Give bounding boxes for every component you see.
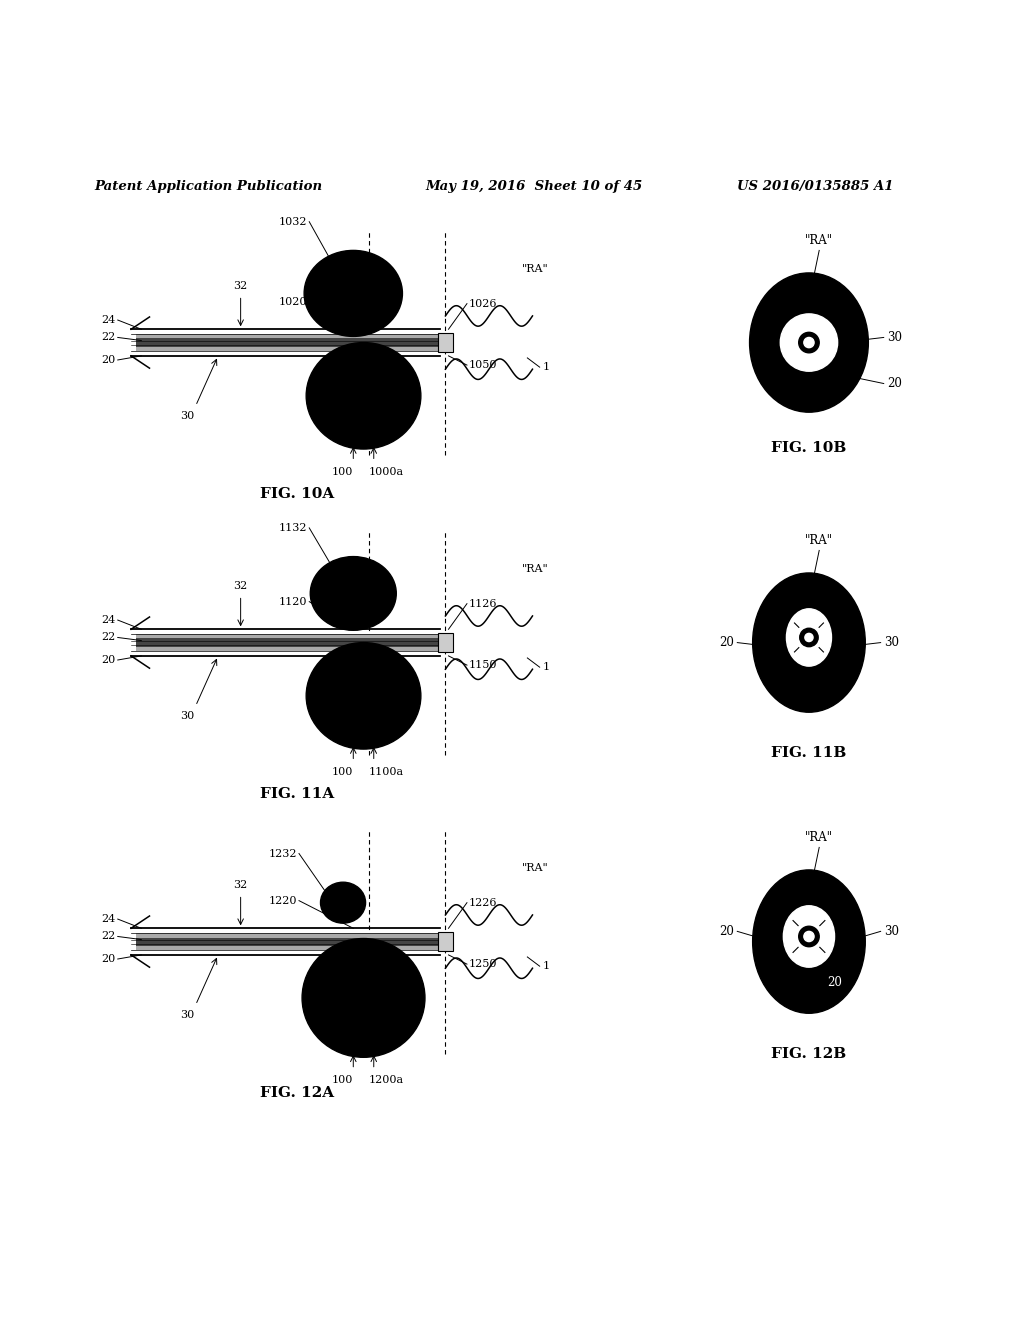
Circle shape (800, 628, 818, 647)
Text: 1250: 1250 (469, 960, 498, 969)
Ellipse shape (780, 314, 838, 371)
Text: 30: 30 (887, 331, 902, 345)
Ellipse shape (304, 251, 402, 337)
Circle shape (799, 333, 819, 352)
Text: 30: 30 (180, 711, 195, 721)
Text: 30: 30 (180, 412, 195, 421)
Text: 20: 20 (719, 636, 734, 649)
Text: "RA": "RA" (805, 533, 834, 546)
Ellipse shape (310, 557, 396, 631)
Text: Patent Application Publication: Patent Application Publication (94, 181, 323, 194)
Ellipse shape (753, 573, 865, 713)
Bar (438, 634, 453, 652)
Ellipse shape (321, 882, 366, 923)
Text: 30: 30 (180, 1010, 195, 1020)
Ellipse shape (306, 343, 421, 449)
Text: FIG. 12A: FIG. 12A (260, 1086, 334, 1100)
Text: 1026: 1026 (469, 298, 498, 309)
Text: 1120: 1120 (279, 597, 307, 607)
Text: US 2016/0135885 A1: US 2016/0135885 A1 (737, 181, 894, 194)
Circle shape (804, 932, 814, 941)
Text: 1220: 1220 (268, 896, 297, 906)
Text: 20: 20 (101, 954, 116, 964)
Ellipse shape (306, 643, 421, 748)
Text: "RA": "RA" (805, 830, 834, 843)
Text: 100: 100 (332, 466, 353, 477)
Ellipse shape (750, 273, 868, 412)
Text: "RA": "RA" (522, 564, 549, 574)
Text: FIG. 10A: FIG. 10A (260, 487, 334, 502)
Text: 20: 20 (101, 655, 116, 665)
Bar (136, 338, 440, 347)
Text: 1: 1 (543, 663, 550, 672)
Circle shape (805, 634, 813, 642)
Text: 1032: 1032 (279, 216, 307, 227)
Text: 1000a: 1000a (369, 466, 403, 477)
Text: 1132: 1132 (279, 523, 307, 533)
Text: 1150: 1150 (469, 660, 498, 671)
Text: "RA": "RA" (522, 264, 549, 273)
Text: 1: 1 (543, 961, 550, 972)
Text: 24: 24 (101, 615, 116, 626)
Bar (136, 635, 440, 651)
Text: 100: 100 (332, 767, 353, 776)
Text: 24: 24 (101, 913, 116, 924)
Text: 32: 32 (233, 281, 248, 292)
Ellipse shape (783, 906, 835, 968)
Text: FIG. 11A: FIG. 11A (260, 787, 334, 801)
Text: 1020: 1020 (279, 297, 307, 306)
Text: 30: 30 (884, 925, 899, 937)
Ellipse shape (302, 939, 425, 1057)
Text: 20: 20 (101, 355, 116, 364)
Text: 30: 30 (884, 636, 899, 649)
Text: FIG. 12B: FIG. 12B (771, 1047, 847, 1061)
Ellipse shape (786, 609, 831, 667)
Text: "RA": "RA" (805, 234, 834, 247)
Text: May 19, 2016  Sheet 10 of 45: May 19, 2016 Sheet 10 of 45 (425, 181, 642, 194)
Ellipse shape (753, 870, 865, 1014)
Bar (438, 334, 453, 351)
Text: 1100a: 1100a (369, 767, 403, 776)
Text: 20: 20 (887, 378, 902, 389)
Text: 1226: 1226 (469, 898, 498, 908)
Bar (136, 937, 440, 945)
Text: 100: 100 (332, 1074, 353, 1085)
Text: FIG. 10B: FIG. 10B (771, 441, 847, 455)
Text: FIG. 11B: FIG. 11B (771, 746, 847, 760)
Text: 1200a: 1200a (369, 1074, 403, 1085)
Bar (136, 334, 440, 351)
Circle shape (804, 338, 814, 347)
Circle shape (799, 927, 819, 946)
Text: 20: 20 (827, 975, 842, 989)
Text: 1: 1 (543, 362, 550, 372)
Text: "RA": "RA" (522, 863, 549, 873)
Text: 20: 20 (719, 925, 734, 937)
Text: 22: 22 (101, 932, 116, 941)
Text: 22: 22 (101, 632, 116, 643)
Text: 32: 32 (233, 880, 248, 890)
Text: 24: 24 (101, 315, 116, 325)
Bar (136, 639, 440, 647)
Text: 1050: 1050 (469, 360, 498, 370)
Text: 1232: 1232 (268, 849, 297, 858)
Text: 22: 22 (101, 333, 116, 342)
Text: 32: 32 (233, 581, 248, 591)
Text: 1126: 1126 (469, 599, 498, 609)
Bar (136, 933, 440, 950)
Bar (438, 932, 453, 950)
